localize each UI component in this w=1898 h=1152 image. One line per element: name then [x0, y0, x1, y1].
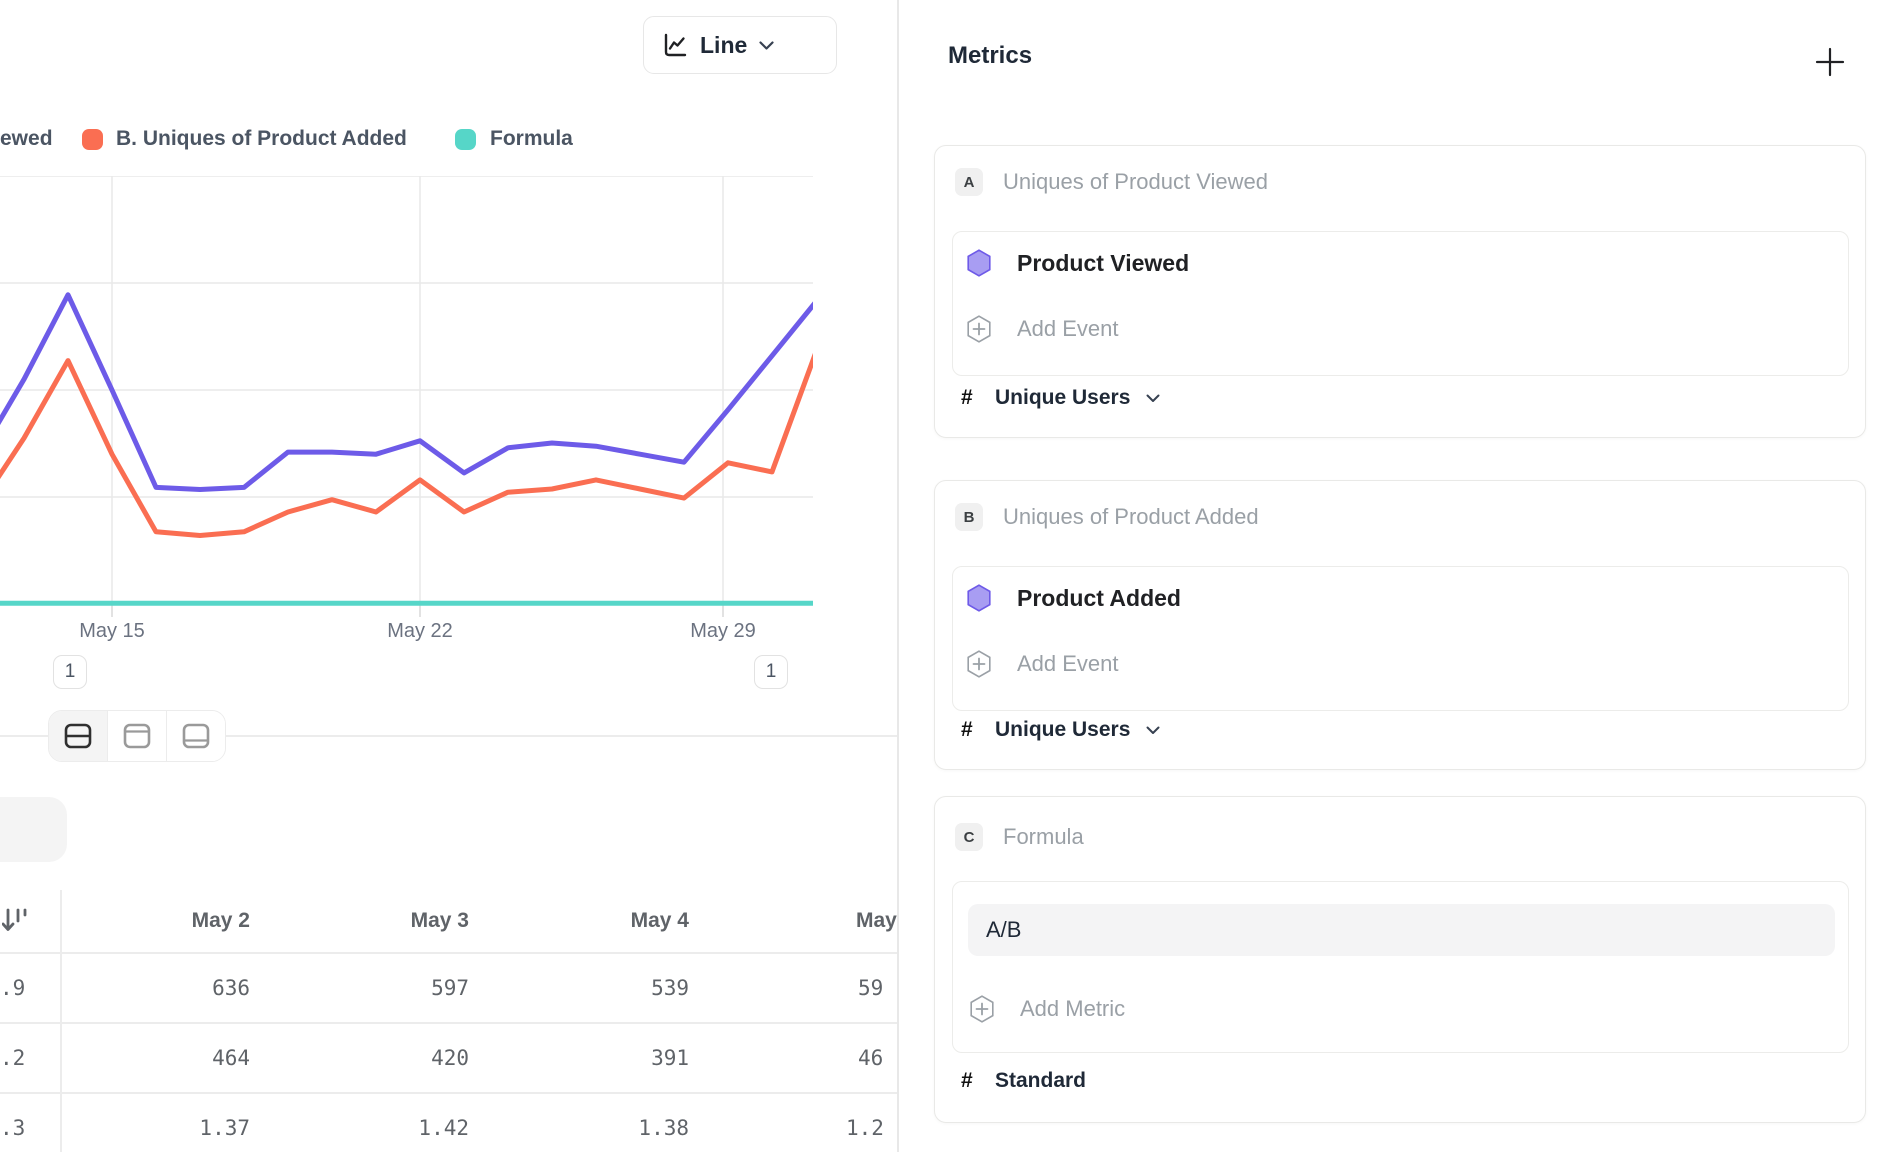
metric-badge-a: A	[955, 168, 983, 196]
event-name: Product Added	[1017, 584, 1181, 611]
legend-item-b[interactable]: B. Uniques of Product Added	[116, 127, 407, 150]
chevron-down-icon	[759, 40, 774, 50]
legend-item-formula[interactable]: Formula	[490, 127, 573, 150]
metric-title-c: Formula	[1003, 824, 1084, 849]
frozen-column-divider	[60, 890, 62, 1152]
svg-text:May 22: May 22	[387, 620, 453, 642]
layout-chart-only-button[interactable]	[107, 711, 166, 761]
hash-icon: #	[961, 1069, 973, 1092]
table-cell: 1.37	[199, 1116, 250, 1140]
table-segment-tab[interactable]	[0, 797, 67, 862]
metric-title-a: Uniques of Product Viewed	[1003, 169, 1268, 194]
plus-icon	[1815, 47, 1845, 77]
results-table: May 2 May 3 May 4 May .9 636 597 539 59 …	[0, 890, 898, 1152]
chevron-down-icon	[1146, 394, 1160, 402]
column-header-clipped[interactable]: May	[856, 909, 897, 932]
bottom-pane-icon	[182, 723, 210, 749]
hash-icon: #	[961, 718, 973, 741]
add-event-label: Add Event	[1017, 651, 1119, 676]
metric-badge-c: C	[955, 823, 983, 851]
chart-type-dropdown[interactable]: Line	[643, 16, 837, 74]
row-divider	[0, 952, 898, 954]
table-cell: 420	[431, 1046, 469, 1070]
column-header[interactable]: May 4	[630, 909, 689, 932]
annotation-badge-left[interactable]: 1	[53, 655, 87, 689]
hexagon-plus-icon	[967, 315, 991, 343]
table-cell-clipped: 59	[858, 976, 884, 1000]
measure-selector-a[interactable]: # Unique Users	[961, 386, 1160, 410]
annotation-badge-right[interactable]: 1	[754, 655, 788, 689]
event-row-product-viewed[interactable]: Product Viewed	[967, 249, 1189, 277]
svg-text:May 15: May 15	[79, 620, 145, 642]
layout-split-rows-button[interactable]	[49, 711, 107, 761]
hexagon-plus-icon	[970, 995, 994, 1023]
frozen-cell: .3	[0, 1116, 26, 1140]
table-cell: 597	[431, 976, 469, 1000]
top-pane-icon	[123, 723, 151, 749]
table-cell: 1.38	[638, 1116, 689, 1140]
metrics-panel-title: Metrics	[948, 42, 1033, 69]
measure-selector-c[interactable]: # Standard	[961, 1069, 1102, 1093]
measure-label: Standard	[995, 1069, 1087, 1092]
metric-card-b: B Uniques of Product Added Product Added…	[934, 480, 1866, 770]
row-divider	[0, 1092, 898, 1094]
metric-badge-b: B	[955, 503, 983, 531]
frozen-cell: .2	[0, 1046, 26, 1070]
metric-card-a: A Uniques of Product Viewed Product View…	[934, 145, 1866, 438]
panel-divider	[897, 0, 899, 1152]
event-row-product-added[interactable]: Product Added	[967, 584, 1181, 612]
frozen-cell: .9	[0, 976, 26, 1000]
svg-text:May 29: May 29	[690, 620, 756, 642]
table-cell: 636	[212, 976, 250, 1000]
line-chart-svg[interactable]: May 15 May 22 May 29	[0, 176, 813, 656]
add-metric-label: Add Metric	[1020, 996, 1126, 1021]
add-event-button[interactable]: Add Event	[967, 650, 1119, 678]
column-header[interactable]: May 3	[410, 909, 469, 932]
formula-editor: A/B Add Metric	[952, 881, 1849, 1053]
event-hexagon-icon	[967, 584, 991, 612]
table-cell: 1.42	[418, 1116, 469, 1140]
event-list-a: Product Viewed Add Event	[952, 231, 1849, 376]
metric-card-c: C Formula A/B Add Metric # Standard	[934, 796, 1866, 1123]
event-name: Product Viewed	[1017, 249, 1190, 276]
table-cell-clipped: 1.2	[846, 1116, 884, 1140]
hexagon-plus-icon	[967, 650, 991, 678]
split-rows-icon	[64, 723, 92, 749]
add-event-label: Add Event	[1017, 316, 1119, 341]
metric-title-b: Uniques of Product Added	[1003, 504, 1259, 529]
row-divider	[0, 1022, 898, 1024]
event-list-b: Product Added Add Event	[952, 566, 1849, 711]
table-cell: 539	[651, 976, 689, 1000]
table-cell: 391	[651, 1046, 689, 1070]
event-hexagon-icon	[967, 249, 991, 277]
layout-table-only-button[interactable]	[166, 711, 225, 761]
add-metric-button[interactable]: Add Metric	[970, 995, 1125, 1023]
section-divider	[0, 735, 898, 737]
sort-descending-icon[interactable]	[2, 906, 32, 936]
chart-type-label: Line	[700, 31, 748, 58]
line-chart-icon	[664, 33, 687, 57]
table-cell: 464	[212, 1046, 250, 1070]
layout-toggle-group	[48, 710, 226, 762]
table-cell-clipped: 46	[858, 1046, 884, 1070]
add-metric-plus-button[interactable]	[1810, 42, 1850, 82]
formula-value: A/B	[986, 917, 1022, 942]
measure-label: Unique Users	[995, 386, 1131, 409]
legend-item-a-clipped[interactable]: ewed	[0, 127, 53, 150]
column-header[interactable]: May 2	[191, 909, 250, 932]
chevron-down-icon	[1146, 726, 1160, 734]
legend-swatch-b	[82, 129, 103, 150]
measure-selector-b[interactable]: # Unique Users	[961, 718, 1160, 742]
measure-label: Unique Users	[995, 718, 1131, 741]
hash-icon: #	[961, 386, 973, 409]
legend-swatch-formula	[455, 129, 476, 150]
formula-input[interactable]: A/B	[968, 904, 1835, 956]
add-event-button[interactable]: Add Event	[967, 315, 1119, 343]
